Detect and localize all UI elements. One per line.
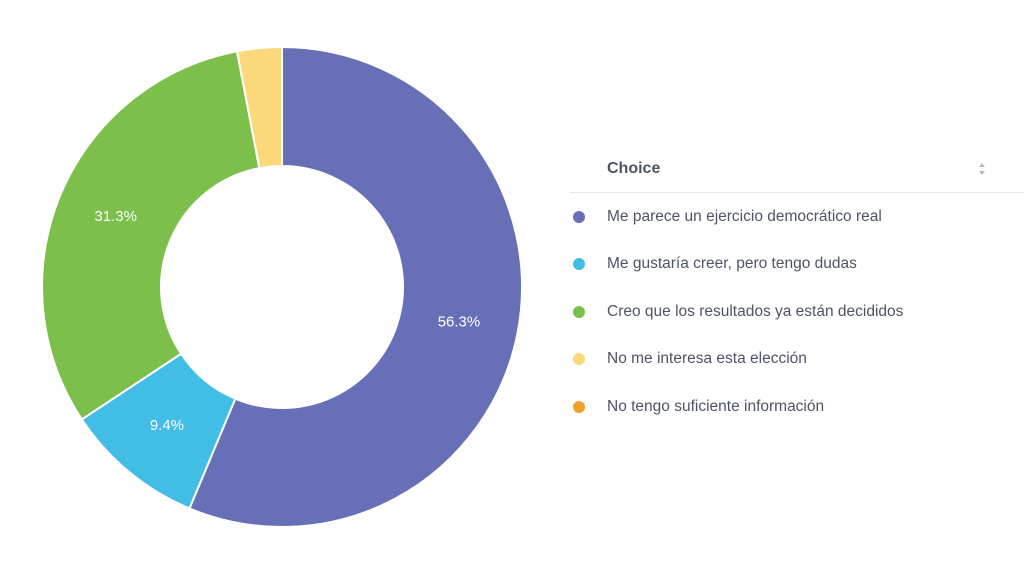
slice-label-creo-que-los-resultados-ya-estan-decididos: 31.3% — [94, 208, 137, 225]
donut-chart-svg: 56.3% 9.4% 31.3% — [41, 45, 523, 528]
legend-label: Me parece un ejercicio democrático real — [607, 207, 882, 225]
legend-item-creo-que-los-resultados-ya-estan-decididos[interactable]: Creo que los resultados ya están decidid… — [570, 288, 1024, 336]
donut-slice-creo-que-los-resultados-ya-estan-decididos[interactable] — [41, 50, 261, 421]
legend-label: No tengo suficiente información — [607, 397, 825, 415]
legend-swatch — [573, 353, 585, 366]
sort-icon[interactable] — [978, 162, 986, 176]
legend-swatch — [573, 305, 585, 318]
donut-slice-no-me-interesa-esta-eleccion[interactable] — [235, 45, 283, 170]
legend-item-me-parece-un-ejercicio-democratico-real[interactable]: Me parece un ejercicio democrático real — [570, 193, 1024, 241]
legend-swatch — [573, 400, 585, 413]
legend-swatch — [573, 210, 585, 223]
legend-swatch — [573, 258, 585, 271]
legend-title: Choice — [607, 160, 661, 177]
donut-chart: 56.3% 9.4% 31.3% — [41, 45, 523, 528]
slice-label-me-parece-un-ejercicio-democratico-real: 56.3% — [438, 313, 481, 330]
legend-header[interactable]: Choice — [570, 146, 1024, 193]
slice-label-me-gustaria-creer-pero-tengo-dudas: 9.4% — [150, 417, 184, 434]
legend-list: Me parece un ejercicio democrático real M… — [570, 193, 1024, 431]
legend-label: No me interesa esta elección — [607, 350, 807, 368]
legend: Choice Me parece un ejercicio democrátic… — [570, 146, 1024, 431]
legend-item-no-me-interesa-esta-eleccion[interactable]: No me interesa esta elección — [570, 336, 1024, 384]
donut-slice-me-parece-un-ejercicio-democratico-real[interactable] — [188, 45, 523, 528]
legend-label: Me gustaría creer, pero tengo dudas — [607, 255, 857, 273]
legend-item-me-gustaria-creer-pero-tengo-dudas[interactable]: Me gustaría creer, pero tengo dudas — [570, 241, 1024, 289]
legend-label: Creo que los resultados ya están decidid… — [607, 302, 904, 320]
legend-item-no-tengo-suficiente-informacion[interactable]: No tengo suficiente información — [570, 383, 1024, 431]
